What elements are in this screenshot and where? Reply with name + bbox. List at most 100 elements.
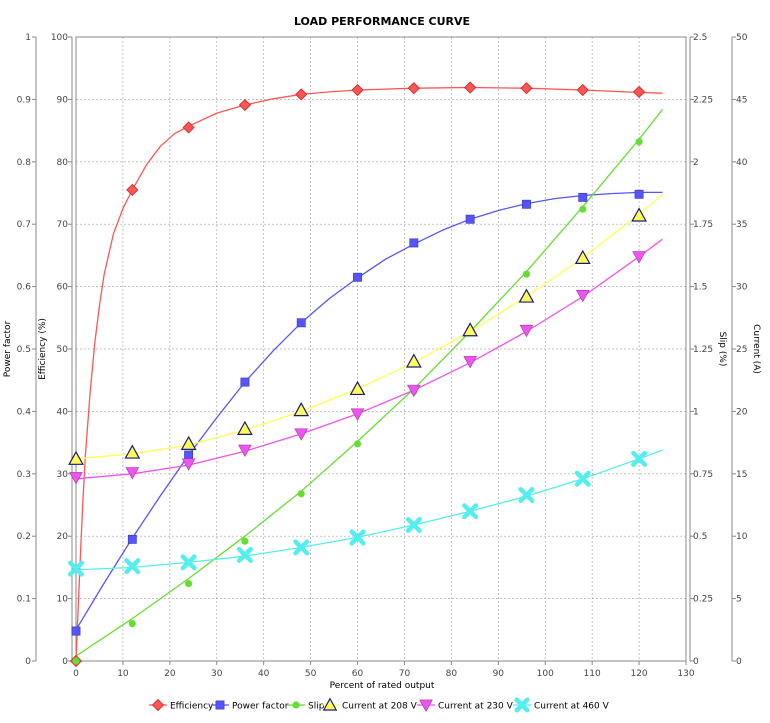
efficiency-tick-label: 0 — [62, 657, 68, 667]
power-factor-point — [353, 272, 362, 282]
series-markers — [67, 81, 648, 668]
current-at-208-v-point — [574, 249, 591, 264]
slip-tick-label: 0.5 — [693, 532, 707, 542]
slip-axis-label: Slip (%) — [717, 332, 727, 367]
current-tick-label: 35 — [736, 220, 747, 230]
slip-point — [353, 440, 362, 448]
power-factor-point — [578, 192, 588, 202]
current-at-208-v-curve — [75, 193, 663, 460]
slip-tick-label: 0 — [693, 657, 699, 667]
slip-tick-label: 0.25 — [693, 595, 713, 605]
current-at-230-v-curve — [75, 238, 663, 480]
slip-point — [297, 490, 305, 498]
efficiency-tick-label: 70 — [57, 220, 69, 230]
current-at-460-v-point — [180, 554, 197, 571]
current-at-230-v-point — [238, 444, 252, 458]
power-factor-axis-label: Power factor — [3, 320, 13, 377]
x-tick-label: 80 — [446, 669, 458, 679]
power-factor-point — [296, 318, 306, 328]
current-at-230-v-point — [69, 472, 83, 485]
slip-tick-label: 1.5 — [693, 283, 707, 293]
power-factor-point — [409, 238, 419, 248]
efficiency-curve — [75, 86, 663, 662]
slip-point — [185, 580, 193, 588]
power-factor-point — [127, 534, 137, 544]
x-tick-label: 100 — [537, 669, 554, 679]
slip-tick-label: 1 — [693, 407, 699, 417]
slip-tick-label: 0.75 — [693, 470, 713, 480]
current-tick-label: 20 — [736, 407, 748, 417]
slip-tick-label: 2.25 — [693, 95, 713, 105]
power-factor-point — [240, 377, 250, 387]
efficiency-tick-label: 90 — [57, 95, 69, 105]
current-axis-label: Current (A) — [751, 324, 761, 374]
slip-tick-label: 2 — [693, 158, 699, 168]
current-at-460-v-point — [462, 503, 479, 520]
current-at-230-v-point — [125, 467, 140, 480]
current-at-460-v-point — [631, 450, 648, 467]
current-at-460-v-point-stroke — [405, 516, 422, 533]
current-tick-label: 15 — [736, 470, 747, 480]
current-at-460-v-point-stroke — [67, 560, 85, 577]
grid — [76, 37, 686, 661]
slip-point — [128, 619, 136, 628]
efficiency-point — [464, 81, 477, 94]
series-curves — [75, 86, 664, 662]
power-factor-point — [71, 626, 81, 636]
current-at-460-v-point — [67, 560, 85, 577]
slip-point — [579, 205, 587, 213]
current-at-230-v-point — [632, 251, 646, 264]
power-factor-tick-label: 0.7 — [17, 220, 31, 230]
efficiency-tick-label: 80 — [57, 158, 69, 168]
current-at-460-v-curve — [75, 449, 663, 571]
chart-title: LOAD PERFORMANCE CURVE — [294, 15, 470, 28]
power-factor-tick-label: 0.2 — [17, 532, 31, 542]
power-factor-point — [465, 214, 475, 224]
x-tick-label: 50 — [305, 669, 317, 679]
current-at-230-v-point — [519, 324, 534, 338]
efficiency-point — [182, 121, 195, 134]
legend-marker-slip — [292, 701, 300, 709]
legend-label-current-at-460-v: Current at 460 V — [534, 702, 610, 712]
current-at-460-v-point-stroke — [180, 554, 197, 571]
power-factor-tick-label: 0.5 — [17, 345, 31, 355]
current-at-460-v-point-stroke — [462, 503, 479, 520]
power-factor-tick-label: 0.4 — [17, 407, 32, 417]
power-factor-tick-label: 0.3 — [17, 470, 31, 480]
current-at-460-v-point — [124, 558, 141, 575]
efficiency-tick-label: 30 — [57, 470, 69, 480]
slip-point — [72, 657, 80, 665]
current-at-460-v-point-stroke — [124, 558, 141, 575]
legend-label-current-at-208-v: Current at 208 V — [342, 702, 418, 712]
x-tick-label: 110 — [584, 669, 601, 679]
current-tick-label: 45 — [736, 95, 747, 105]
x-tick-label: 30 — [211, 669, 223, 679]
current-at-230-v-point — [407, 384, 421, 398]
power-factor-tick-label: 0.8 — [17, 158, 32, 168]
current-at-460-v-point-stroke — [349, 529, 366, 546]
legend-label-efficiency: Efficiency — [170, 702, 214, 712]
legend-marker-power-factor — [215, 700, 225, 710]
current-at-208-v-point — [518, 288, 535, 303]
current-at-460-v-point-stroke — [236, 546, 253, 563]
legend-marker-current-at-230-v — [419, 699, 433, 712]
efficiency-axis-label: Efficiency (%) — [38, 318, 48, 380]
x-tick-label: 90 — [493, 669, 505, 679]
power-factor-tick-label: 1 — [25, 33, 31, 43]
efficiency-tick-label: 100 — [51, 33, 68, 43]
power-factor-tick-label: 0.9 — [17, 95, 32, 105]
current-at-208-v-point — [180, 435, 197, 450]
current-tick-label: 50 — [736, 33, 748, 43]
current-tick-label: 10 — [736, 532, 748, 542]
slip-point — [241, 537, 249, 545]
power-factor-tick-label: 0 — [25, 657, 31, 667]
current-at-230-v-point — [294, 428, 309, 441]
legend-marker-efficiency — [151, 698, 165, 712]
current-at-208-v-point — [405, 353, 422, 368]
plot-area — [75, 36, 687, 662]
current-at-230-v-point — [463, 356, 477, 369]
current-at-208-v-point — [68, 450, 84, 465]
current-at-208-v-point — [237, 420, 253, 435]
legend-marker-current-at-460-v — [514, 697, 530, 713]
current-at-460-v-point-stroke — [631, 450, 648, 467]
